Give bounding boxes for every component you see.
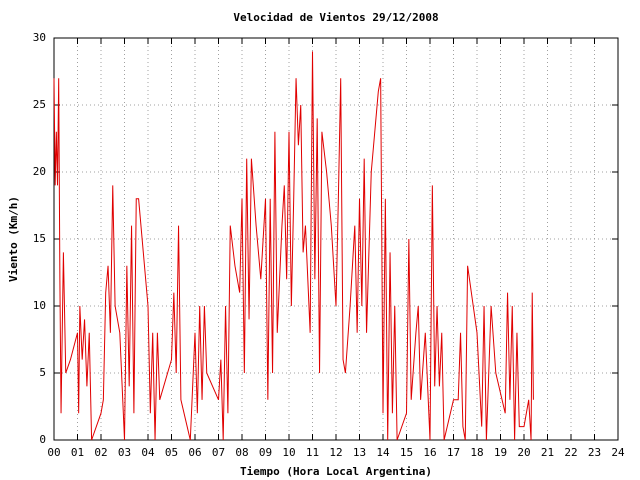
y-tick-label: 0 <box>39 433 46 446</box>
data-line <box>53 51 534 441</box>
x-tick-label: 11 <box>306 446 319 459</box>
x-tick-label: 10 <box>282 446 295 459</box>
y-tick-label: 20 <box>33 165 46 178</box>
x-axis-label: Tiempo (Hora Local Argentina) <box>240 465 432 478</box>
x-tick-label: 17 <box>447 446 460 459</box>
x-tick-label: 13 <box>353 446 366 459</box>
x-tick-label: 07 <box>212 446 225 459</box>
x-tick-label: 08 <box>235 446 248 459</box>
x-tick-label: 05 <box>165 446 178 459</box>
x-tick-label: 16 <box>423 446 436 459</box>
x-tick-label: 24 <box>611 446 625 459</box>
y-tick-label: 10 <box>33 299 46 312</box>
x-tick-label: 03 <box>118 446 131 459</box>
chart-title: Velocidad de Vientos 29/12/2008 <box>233 11 438 24</box>
x-tick-label: 00 <box>47 446 60 459</box>
x-tick-label: 21 <box>541 446 554 459</box>
x-tick-label: 23 <box>588 446 601 459</box>
x-tick-label: 02 <box>94 446 107 459</box>
plot-frame <box>53 37 619 441</box>
x-tick-label: 12 <box>329 446 342 459</box>
y-tick-label: 5 <box>39 366 46 379</box>
x-tick-label: 19 <box>494 446 507 459</box>
y-tick-label: 25 <box>33 98 46 111</box>
x-tick-label: 01 <box>71 446 84 459</box>
x-tick-label: 22 <box>564 446 577 459</box>
y-axis-label: Viento (Km/h) <box>7 196 20 282</box>
y-tick-label: 30 <box>33 31 46 44</box>
x-tick-label: 14 <box>376 446 390 459</box>
x-tick-label: 06 <box>188 446 201 459</box>
x-tick-label: 09 <box>259 446 272 459</box>
y-tick-label: 15 <box>33 232 46 245</box>
x-tick-label: 18 <box>470 446 483 459</box>
x-tick-label: 15 <box>400 446 413 459</box>
x-tick-label: 20 <box>517 446 530 459</box>
x-tick-label: 04 <box>141 446 155 459</box>
